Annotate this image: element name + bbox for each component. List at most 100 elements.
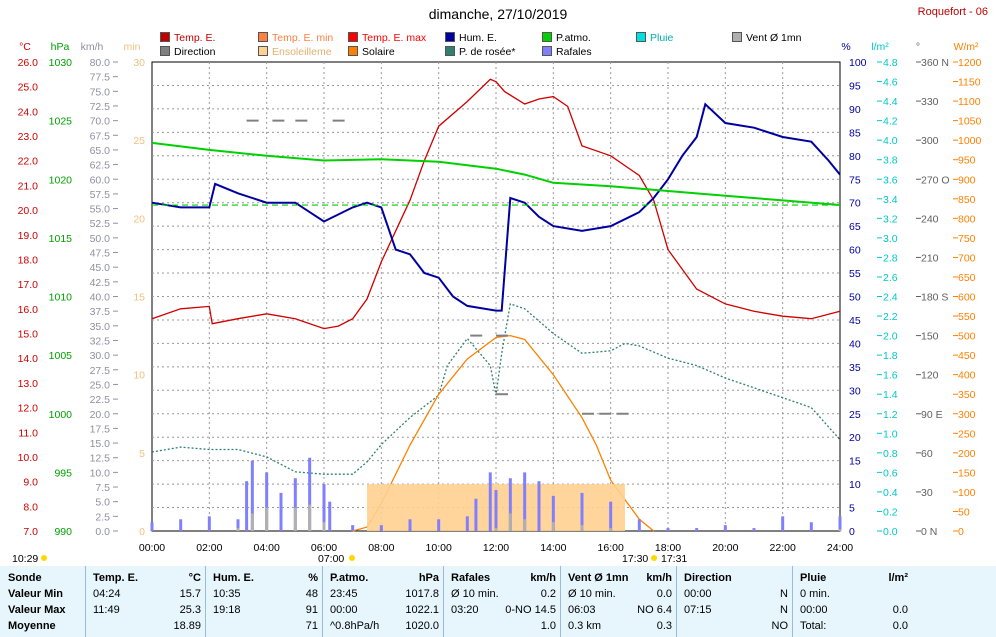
legend-label: P. de rosée* [459, 46, 516, 58]
legend-swatch [732, 32, 742, 42]
kmh-tick-label: 67.5 [90, 130, 111, 142]
legend-item: Solaire [348, 46, 395, 58]
axis-unit: hPa [51, 41, 70, 53]
legend-label: Temp. E. min [272, 32, 334, 44]
legend-label: Rafales [556, 46, 592, 58]
time-tick-label: 02:00 [196, 542, 222, 554]
pct-tick-label: 85 [849, 127, 861, 139]
kmh-tick-label: 47.5 [90, 248, 111, 260]
summary-column-head: Direction [684, 572, 732, 584]
time-tick-label: 04:00 [254, 542, 280, 554]
pct-tick-label: 60 [849, 245, 861, 257]
summary-separator [205, 566, 206, 637]
rain-tick-label: 3.0 [883, 233, 898, 245]
legend-swatch [348, 46, 358, 56]
summary-unit: hPa [418, 572, 439, 584]
pct-tick-label: 0 [849, 526, 855, 538]
legend-item: P.atmo. [542, 32, 591, 44]
temp-tick-label: 14.0 [18, 353, 39, 365]
summary-cell: NO 6.4 [637, 604, 672, 616]
temp-tick-label: 25.0 [18, 82, 39, 94]
temp-tick-label: 9.0 [23, 477, 38, 489]
rain-tick-label: 4.2 [883, 116, 898, 128]
wm2-tick-label: 900 [958, 174, 976, 186]
min-tick-label: 15 [133, 292, 145, 304]
wm2-tick-label: 700 [958, 252, 976, 264]
kmh-tick-label: 10.0 [90, 467, 111, 479]
rain-tick-label: 1.0 [883, 428, 898, 440]
summary-cell: 0.0 [892, 620, 908, 632]
time-tick-label: 06:00 [311, 542, 337, 554]
rain-tick-label: 0.8 [883, 448, 898, 460]
time-tick-label: 16:00 [598, 542, 624, 554]
rain-tick-label: 1.8 [883, 350, 898, 362]
pct-tick-label: 80 [849, 151, 861, 163]
summary-cell: NO [771, 620, 789, 632]
summary-cell: 03:20 [451, 604, 479, 616]
axis-unit: l/m² [871, 41, 889, 53]
pct-tick-label: 35 [849, 362, 861, 374]
axis-unit: ° [916, 41, 920, 53]
wm2-tick-label: 600 [958, 292, 976, 304]
kmh-tick-label: 57.5 [90, 189, 111, 201]
legend-label: Pluie [650, 32, 674, 44]
summary-cell: 1.0 [540, 620, 556, 632]
rain-tick-label: 0.4 [883, 487, 898, 499]
rain-tick-label: 3.2 [883, 213, 898, 225]
legend-item: Direction [160, 46, 215, 58]
series-hum-e [151, 102, 841, 312]
wm2-tick-label: 550 [958, 311, 976, 323]
min-tick-label: 0 [139, 526, 145, 538]
summary-separator [322, 566, 323, 637]
temp-tick-label: 17.0 [18, 279, 39, 291]
min-tick-label: 25 [133, 135, 145, 147]
kmh-tick-label: 65.0 [90, 145, 111, 157]
summary-cell: 00:00 [330, 604, 358, 616]
sun-time-label: 17:30 [622, 553, 648, 565]
dir-tick-label: 330 [921, 96, 939, 108]
legend-item: Rafales [542, 46, 592, 58]
summary-cell: N [780, 588, 788, 600]
pct-tick-label: 70 [849, 198, 861, 210]
summary-cell: 0.3 km [568, 620, 602, 632]
pct-tick-label: 75 [849, 174, 861, 186]
legend-swatch [348, 32, 358, 42]
pct-tick-label: 15 [849, 456, 861, 468]
legend-swatch [160, 32, 170, 42]
temp-tick-label: 19.0 [18, 230, 39, 242]
temp-tick-label: 8.0 [23, 501, 38, 513]
temp-tick-label: 16.0 [18, 304, 39, 316]
rain-tick-label: 3.8 [883, 155, 898, 167]
kmh-tick-label: 72.5 [90, 101, 111, 113]
wm2-tick-label: 1100 [958, 96, 981, 108]
summary-column-head: Rafales [451, 572, 491, 584]
summary-column-head: Hum. E. [213, 572, 254, 584]
dir-tick-label: 180 S [921, 292, 948, 304]
kmh-tick-label: 0.0 [95, 526, 110, 538]
summary-cell: 0.0 [892, 604, 908, 616]
kmh-tick-label: 20.0 [90, 409, 111, 421]
summary-cell: Ø 10 min. [568, 588, 616, 600]
summary-cell: ^0.8hPa/h [330, 620, 380, 632]
legend-swatch [445, 46, 455, 56]
hpa-tick-label: 1025 [49, 116, 73, 128]
time-tick-label: 20:00 [712, 542, 738, 554]
summary-column-head: Pluie [800, 572, 827, 584]
summary-unit: °C [188, 572, 201, 584]
summary-cell: 91 [305, 604, 318, 616]
rain-tick-label: 0.2 [883, 506, 898, 518]
hpa-tick-label: 1010 [49, 292, 73, 304]
kmh-tick-label: 2.5 [95, 511, 110, 523]
dir-tick-label: 60 [921, 448, 933, 460]
legend-label: Ensoleilleme [272, 46, 332, 58]
pct-tick-label: 45 [849, 315, 861, 327]
wm2-tick-label: 50 [958, 506, 970, 518]
pct-tick-label: 20 [849, 432, 861, 444]
dir-tick-label: 300 [921, 135, 939, 147]
legend-swatch [258, 46, 268, 56]
kmh-tick-label: 32.5 [90, 335, 111, 347]
summary-table: Sonde Valeur Min Valeur Max Moyenne Temp. E.… [0, 566, 996, 637]
pct-tick-label: 25 [849, 409, 861, 421]
temp-tick-label: 7.0 [23, 526, 38, 538]
legend-swatch [445, 32, 455, 42]
